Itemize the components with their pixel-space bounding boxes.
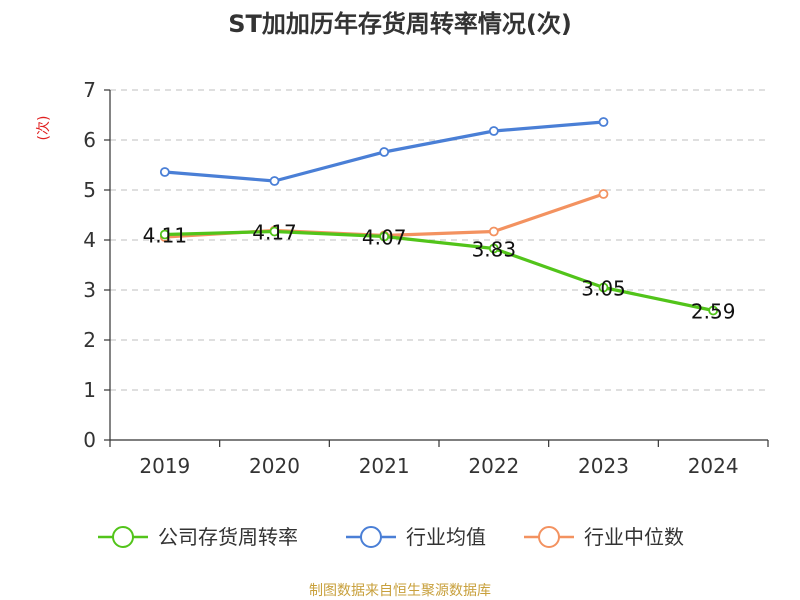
series-line-0: [164, 229, 714, 313]
data-label: 3.05: [581, 277, 626, 301]
data-point: [159, 167, 170, 177]
legend-label: 公司存货周转率: [158, 525, 298, 549]
data-label: 4.07: [362, 226, 407, 250]
series-layer: [159, 117, 719, 316]
data-labels: 4.11 4.17 4.07 3.83 3.05 2.59: [143, 221, 736, 324]
y-tick-label: 6: [83, 128, 96, 152]
x-tick-label: 2020: [249, 454, 300, 478]
data-label: 4.17: [252, 221, 297, 245]
x-tick-label: 2023: [578, 454, 629, 478]
data-point: [598, 189, 609, 199]
data-point: [269, 226, 280, 237]
y-axis-label: (次): [36, 116, 52, 141]
grid-lines: [110, 89, 768, 391]
axes: [104, 89, 769, 447]
data-point: [488, 226, 499, 237]
x-tick-label: 2022: [468, 454, 519, 478]
y-tick-label: 4: [83, 228, 96, 252]
x-tick-labels: 2019 2020 2021 2022 2023 2024: [139, 454, 738, 478]
data-point: [379, 147, 390, 157]
data-point: [598, 282, 609, 293]
y-tick-label: 5: [83, 178, 96, 202]
data-point: [488, 243, 499, 254]
y-tick-label: 7: [83, 78, 96, 102]
y-tick-label: 2: [83, 328, 96, 352]
data-label: 2.59: [691, 300, 736, 324]
legend-item-1[interactable]: 行业均值: [346, 525, 486, 549]
legend-marker: [360, 526, 382, 548]
chart-title: ST加加历年存货周转率情况(次): [228, 10, 572, 38]
data-point: [379, 231, 390, 242]
x-tick-label: 2019: [139, 454, 190, 478]
legend-item-0[interactable]: 公司存货周转率: [98, 525, 298, 549]
legend-label: 行业中位数: [584, 525, 684, 549]
data-point: [488, 126, 499, 136]
legend-label: 行业均值: [406, 525, 486, 549]
x-tick-label: 2024: [688, 454, 739, 478]
source-note: 制图数据来自恒生聚源数据库: [309, 583, 491, 599]
y-tick-label: 3: [83, 278, 96, 302]
legend-marker: [112, 526, 134, 548]
x-tick-label: 2021: [359, 454, 410, 478]
data-label: 3.83: [472, 238, 517, 262]
legend-marker: [538, 526, 560, 548]
data-point: [708, 305, 719, 316]
y-tick-label: 0: [83, 428, 96, 452]
data-label: 4.11: [143, 224, 188, 248]
data-point: [598, 117, 609, 127]
y-tick-label: 1: [83, 378, 96, 402]
data-point: [269, 176, 280, 186]
y-tick-labels: 0 1 2 3 4 5 6 7: [83, 78, 96, 452]
legend-item-2[interactable]: 行业中位数: [524, 525, 684, 549]
legend[interactable]: 公司存货周转率 行业均值 行业中位数: [98, 525, 684, 549]
data-point: [159, 229, 170, 240]
